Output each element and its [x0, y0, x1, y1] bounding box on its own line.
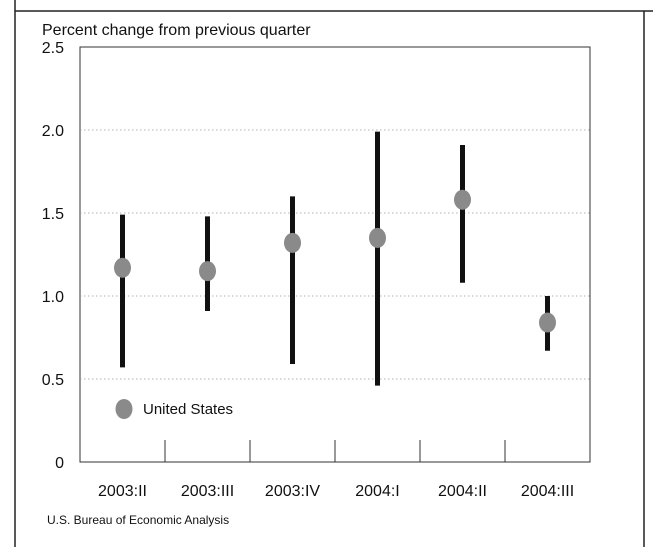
y-tick-label: 0 — [55, 455, 64, 472]
data-point — [114, 257, 131, 278]
data-point — [454, 189, 471, 210]
y-tick-label: 2.5 — [42, 40, 64, 57]
data-point — [539, 312, 556, 333]
data-point — [369, 227, 386, 248]
x-tick-label: 2003:II — [98, 483, 147, 500]
x-tick-label: 2003:III — [181, 483, 234, 500]
x-tick-label: 2004:II — [438, 483, 487, 500]
y-axis-title: Percent change from previous quarter — [42, 22, 311, 39]
legend-marker — [115, 399, 133, 419]
y-tick-label: 2.0 — [42, 123, 64, 140]
legend-label: United States — [143, 401, 233, 418]
x-tick-label: 2004:III — [521, 483, 574, 500]
data-point — [199, 261, 216, 282]
y-tick-label: 1.5 — [42, 206, 64, 223]
plot-area — [79, 46, 591, 463]
x-tick-label: 2003:IV — [265, 483, 320, 500]
x-tick-label: 2004:I — [355, 483, 399, 500]
y-tick-label: 1.0 — [42, 289, 64, 306]
source-note: U.S. Bureau of Economic Analysis — [47, 513, 229, 527]
data-point — [284, 232, 301, 253]
y-tick-label: 0.5 — [42, 372, 64, 389]
